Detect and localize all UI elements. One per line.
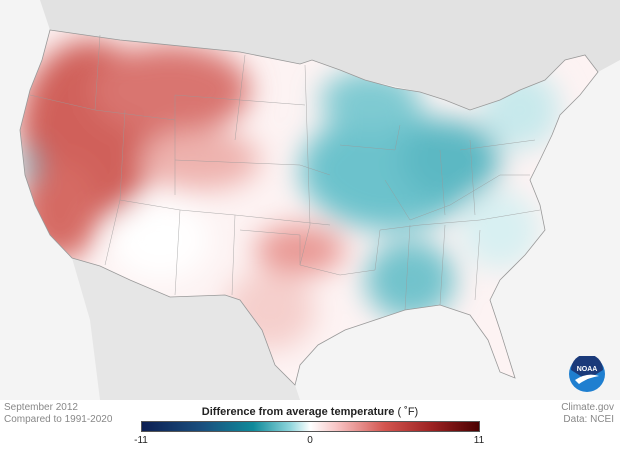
legend-min-label: -11 xyxy=(134,435,148,446)
caption-period: September 2012 xyxy=(4,402,78,413)
credit-site: Climate.gov xyxy=(561,402,614,413)
legend-color-bar xyxy=(141,421,480,432)
noaa-logo-text: NOAA xyxy=(577,366,598,373)
canada-land xyxy=(0,0,620,110)
caption-baseline: Compared to 1991-2020 xyxy=(4,414,113,425)
legend-unit: ( ˚F) xyxy=(397,406,419,418)
credit-source: Data: NCEI xyxy=(563,414,614,425)
credit: Climate.gov Data: NCEI xyxy=(561,402,614,426)
legend-title: Difference from average temperature ( ˚F… xyxy=(140,406,480,418)
legend-max-label: 11 xyxy=(473,435,485,446)
caption: September 2012 Compared to 1991-2020 xyxy=(4,402,112,426)
temperature-anomaly-map xyxy=(0,0,620,400)
state-borders xyxy=(29,34,541,311)
mexico-land xyxy=(72,258,300,400)
legend-title-text: Difference from average temperature xyxy=(201,406,395,418)
legend-mid-label: 0 xyxy=(307,435,313,446)
noaa-logo: NOAA xyxy=(569,356,605,392)
